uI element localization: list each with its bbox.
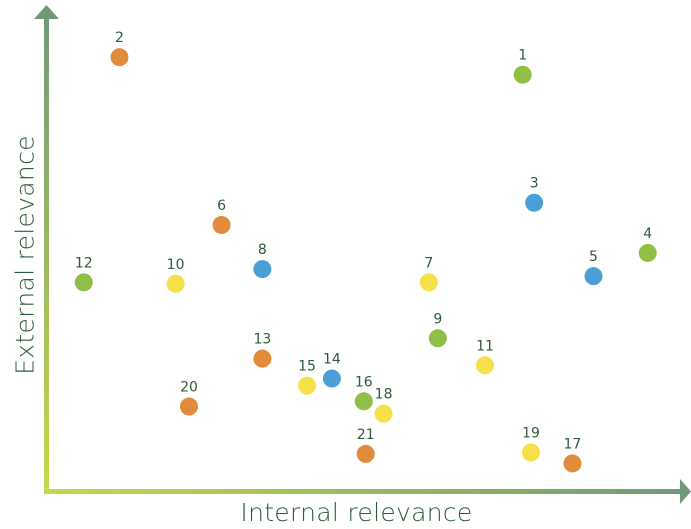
point-label: 11 xyxy=(476,338,494,354)
point-label: 3 xyxy=(530,176,539,192)
data-point-19: 19 xyxy=(521,426,540,462)
point-label: 8 xyxy=(258,242,267,258)
data-point-5: 5 xyxy=(584,249,603,286)
data-point-9: 9 xyxy=(428,311,447,348)
point-marker xyxy=(525,193,544,212)
point-marker xyxy=(253,349,272,368)
data-point-7: 7 xyxy=(419,255,438,292)
point-marker xyxy=(110,48,129,67)
point-marker xyxy=(322,369,341,388)
data-point-16: 16 xyxy=(354,374,373,411)
point-marker xyxy=(419,273,438,292)
data-point-4: 4 xyxy=(638,226,657,262)
point-marker xyxy=(356,444,375,463)
point-marker xyxy=(74,273,93,292)
point-label: 9 xyxy=(433,311,442,327)
y-axis xyxy=(34,5,59,494)
point-label: 7 xyxy=(424,255,433,271)
point-marker xyxy=(428,329,447,348)
point-marker xyxy=(513,65,532,84)
point-label: 18 xyxy=(375,387,393,403)
point-label: 12 xyxy=(75,255,93,271)
point-label: 2 xyxy=(115,30,124,46)
point-marker xyxy=(166,274,185,293)
point-marker xyxy=(253,260,272,279)
y-axis-arrowhead xyxy=(34,5,59,19)
point-label: 6 xyxy=(217,198,226,214)
data-point-14: 14 xyxy=(322,352,341,388)
point-label: 19 xyxy=(522,426,540,442)
data-point-10: 10 xyxy=(166,257,185,293)
data-point-2: 2 xyxy=(110,30,129,67)
x-axis-line xyxy=(44,489,682,494)
y-axis-line xyxy=(44,14,49,494)
data-point-17: 17 xyxy=(563,436,582,473)
data-point-11: 11 xyxy=(476,338,495,375)
data-point-18: 18 xyxy=(374,387,393,423)
point-marker xyxy=(476,356,495,375)
y-axis-title: External relevance xyxy=(10,135,40,375)
point-label: 16 xyxy=(355,374,373,390)
data-point-1: 1 xyxy=(513,48,532,84)
point-label: 20 xyxy=(180,380,198,396)
data-point-6: 6 xyxy=(212,198,231,234)
point-label: 15 xyxy=(298,359,316,375)
point-marker xyxy=(584,267,603,286)
point-marker xyxy=(298,376,317,395)
point-marker xyxy=(374,404,393,423)
point-label: 13 xyxy=(253,332,271,348)
point-marker xyxy=(179,397,198,416)
data-point-13: 13 xyxy=(253,332,272,368)
x-axis xyxy=(44,479,691,504)
point-marker xyxy=(563,454,582,473)
point-marker xyxy=(212,215,231,234)
x-axis-title: Internal relevance xyxy=(240,498,473,527)
point-marker xyxy=(354,392,373,411)
point-marker xyxy=(521,443,540,462)
data-point-15: 15 xyxy=(298,359,317,395)
point-label: 5 xyxy=(589,249,598,265)
point-marker xyxy=(638,243,657,262)
data-point-21: 21 xyxy=(356,427,375,463)
point-label: 21 xyxy=(357,427,375,443)
data-point-3: 3 xyxy=(525,176,544,212)
data-point-20: 20 xyxy=(179,380,198,416)
point-label: 10 xyxy=(167,257,185,273)
point-label: 4 xyxy=(643,226,652,242)
data-point-12: 12 xyxy=(74,255,93,292)
point-label: 1 xyxy=(518,48,527,64)
point-label: 14 xyxy=(323,352,341,368)
data-point-8: 8 xyxy=(253,242,272,279)
point-label: 17 xyxy=(564,436,582,452)
x-axis-arrowhead xyxy=(680,479,691,504)
